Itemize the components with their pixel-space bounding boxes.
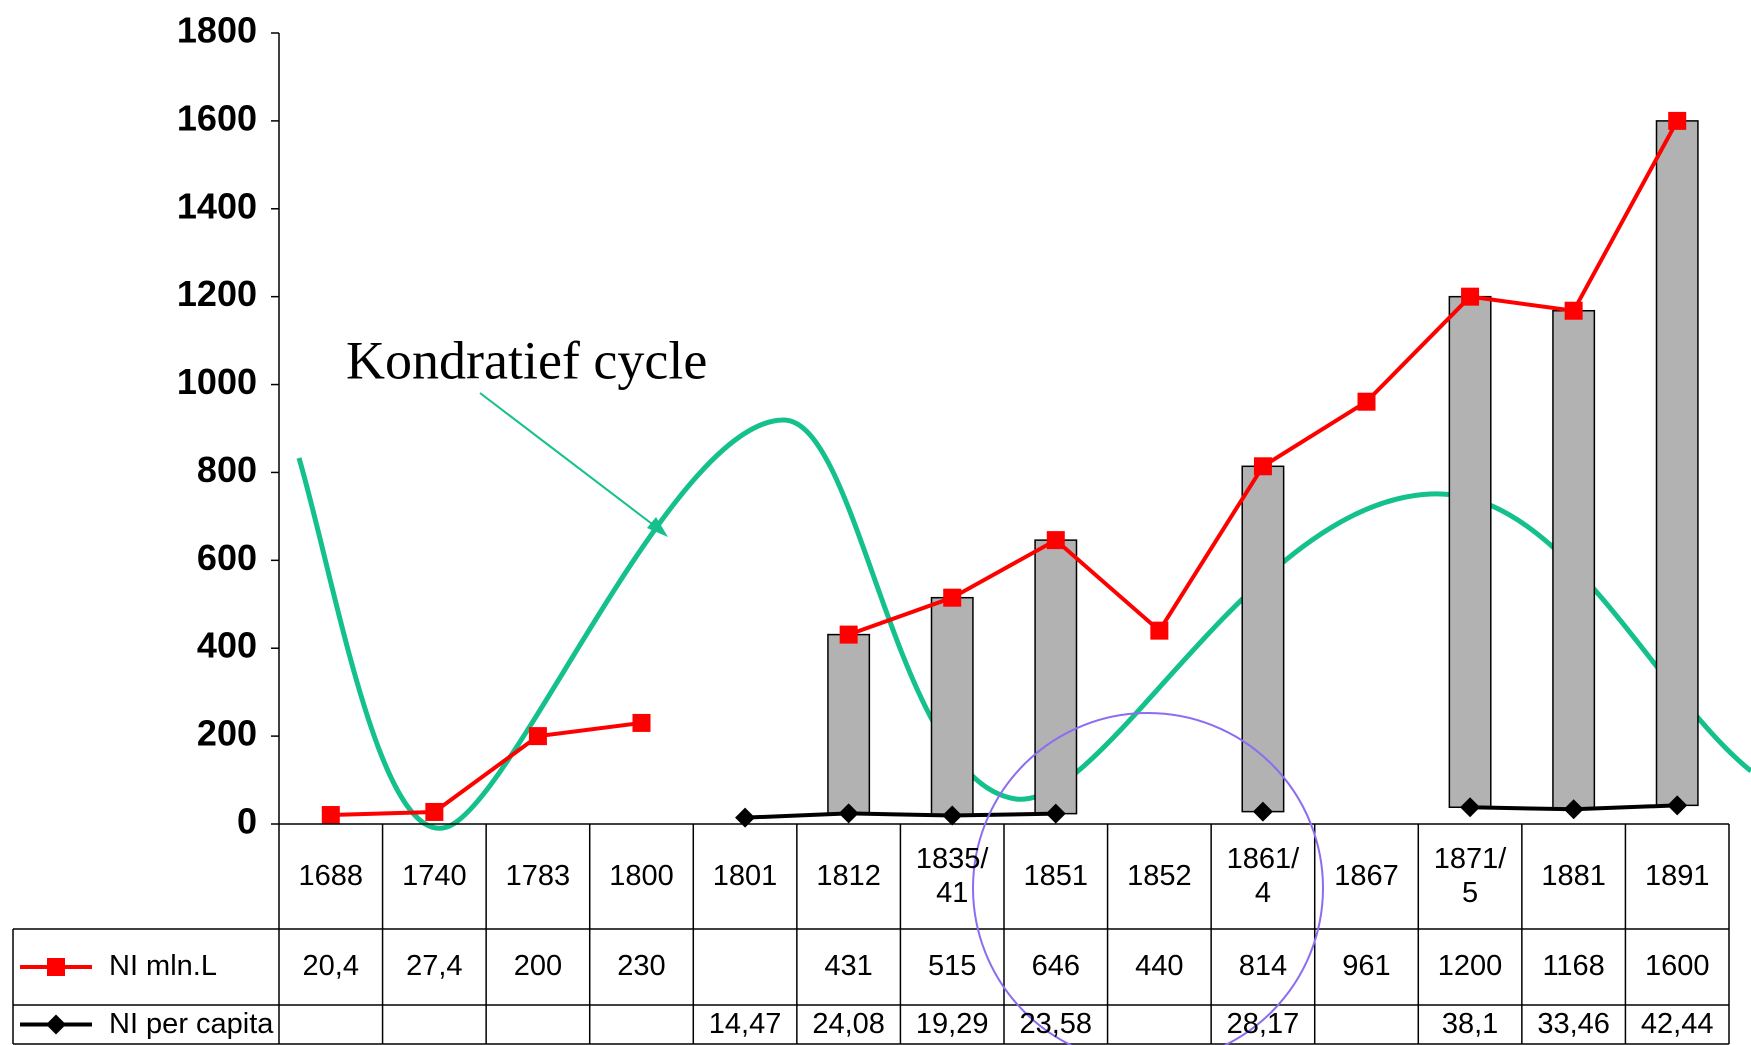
- data-label: 200: [513, 950, 563, 983]
- arrow-head: [647, 517, 668, 537]
- data-label: 515: [928, 950, 977, 983]
- data-label: 19,29: [915, 1007, 989, 1040]
- x-tick-label: 1852: [1127, 859, 1192, 892]
- data-label: 814: [1238, 950, 1288, 983]
- data-label: 14,47: [708, 1007, 782, 1040]
- marker: [632, 713, 651, 732]
- y-tick-label: 600: [197, 537, 257, 578]
- data-label: 1600: [1644, 950, 1710, 983]
- data-label: 1200: [1437, 950, 1503, 983]
- marker: [1046, 531, 1065, 550]
- data-label: 440: [1135, 950, 1184, 983]
- data-label: 646: [1031, 950, 1080, 983]
- marker: [839, 625, 858, 644]
- x-tick-label: 1881: [1541, 859, 1606, 892]
- legend-label: NI mln.L: [109, 950, 217, 983]
- annotation-arrow: [479, 392, 661, 531]
- x-tick-label: 1851: [1023, 859, 1089, 892]
- x-tick-label: 1867: [1334, 859, 1399, 892]
- data-label: 431: [824, 950, 873, 983]
- data-label: 28,17: [1226, 1007, 1300, 1040]
- marker: [321, 806, 340, 825]
- data-label: 1168: [1542, 950, 1605, 983]
- marker: [735, 807, 756, 828]
- marker: [1460, 797, 1481, 818]
- up-down-bar: [1655, 120, 1699, 807]
- data-label: 38,1: [1441, 1007, 1499, 1040]
- series-line: [330, 720, 642, 818]
- x-tick-label: 1800: [609, 859, 674, 892]
- x-tick-label: 1783: [505, 859, 571, 892]
- marker: [1150, 621, 1169, 640]
- data-label: 23,58: [1019, 1007, 1093, 1040]
- data-label: 230: [617, 950, 666, 983]
- marker: [1253, 457, 1272, 476]
- y-tick-label: 1800: [177, 10, 257, 51]
- data-label: 24,08: [812, 1007, 885, 1040]
- y-tick-label: 800: [197, 449, 257, 490]
- x-tick-label: 1835/ 41: [915, 843, 989, 909]
- marker: [1668, 111, 1687, 130]
- x-tick-label: 1801: [712, 859, 778, 892]
- legend-marker: [47, 958, 65, 976]
- marker: [1563, 799, 1584, 820]
- highlight-circle: [972, 712, 1324, 1045]
- marker: [528, 727, 547, 746]
- y-tick-label: 0: [237, 801, 257, 842]
- data-label: 20,4: [302, 950, 359, 983]
- data-label: 961: [1342, 950, 1391, 983]
- x-tick-label: 1861/ 4: [1226, 843, 1300, 909]
- data-label: 42,44: [1640, 1007, 1714, 1040]
- marker: [838, 803, 859, 824]
- y-tick-label: 200: [197, 713, 257, 754]
- up-down-bar: [1448, 295, 1492, 809]
- kondratief-curve: [296, 417, 1751, 831]
- up-down-bar: [930, 596, 974, 817]
- marker: [425, 802, 444, 821]
- up-down-bar: [1552, 309, 1596, 811]
- y-tick-label: 400: [197, 625, 257, 666]
- marker: [1357, 392, 1376, 411]
- marker: [943, 588, 962, 607]
- legend-label: NI per capita: [109, 1007, 274, 1040]
- marker: [1045, 803, 1066, 824]
- data-label: 33,46: [1537, 1007, 1610, 1040]
- y-tick-label: 1000: [177, 361, 257, 402]
- y-tick-label: 1200: [177, 273, 257, 314]
- legend-marker: [46, 1014, 66, 1035]
- x-tick-label: 1871/ 5: [1433, 843, 1507, 909]
- up-down-bar: [1034, 539, 1078, 815]
- y-tick-label: 1600: [177, 97, 257, 138]
- x-tick-label: 1812: [816, 859, 881, 892]
- up-down-bar: [827, 633, 871, 815]
- marker: [942, 805, 963, 826]
- up-down-bar: [1241, 465, 1285, 813]
- data-label: 27,4: [406, 950, 463, 983]
- series-line: [744, 811, 1056, 820]
- x-tick-label: 1740: [402, 859, 467, 892]
- marker: [1252, 801, 1273, 822]
- annotation: Kondratief cycle: [346, 330, 707, 390]
- marker: [1667, 795, 1688, 816]
- x-tick-label: 1891: [1644, 859, 1710, 892]
- marker: [1461, 287, 1480, 306]
- x-tick-label: 1688: [298, 859, 364, 892]
- y-tick-label: 1400: [177, 185, 257, 226]
- marker: [1564, 301, 1583, 320]
